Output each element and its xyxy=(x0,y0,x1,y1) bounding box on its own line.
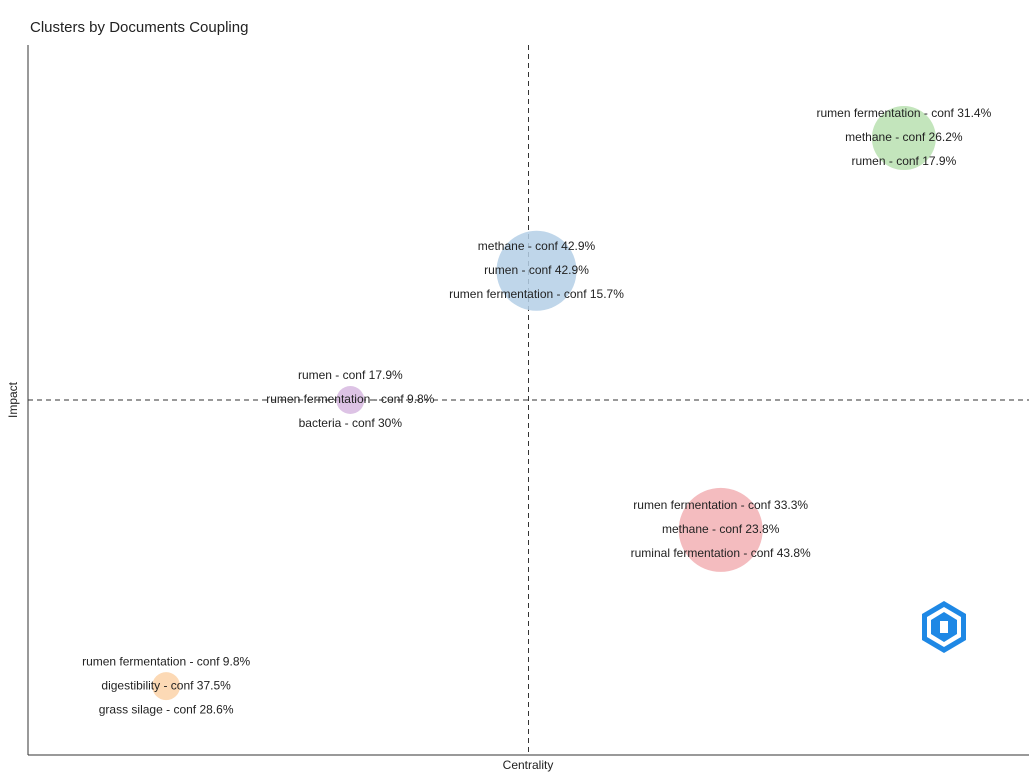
bubble xyxy=(152,672,181,701)
cluster-label: rumen fermentation - conf 33.3% xyxy=(633,498,808,512)
logo xyxy=(922,601,966,653)
cluster-label: ruminal fermentation - conf 43.8% xyxy=(631,546,811,560)
cluster-label: methane - conf 42.9% xyxy=(478,239,596,253)
cluster-label: rumen fermentation - conf 9.8% xyxy=(266,392,434,406)
chart-title: Clusters by Documents Coupling xyxy=(30,19,248,36)
bubble xyxy=(678,487,763,572)
cluster-label: rumen fermentation - conf 15.7% xyxy=(449,287,624,301)
x-axis-label: Centrality xyxy=(503,758,554,772)
cluster-label: rumen - conf 17.9% xyxy=(852,154,957,168)
cluster-label: methane - conf 23.8% xyxy=(662,522,780,536)
y-axis-label: Impact xyxy=(6,381,20,418)
cluster-label: rumen - conf 17.9% xyxy=(298,368,403,382)
cluster-label: bacteria - conf 30% xyxy=(299,416,403,430)
cluster-label: rumen fermentation - conf 31.4% xyxy=(816,106,991,120)
cluster-label: digestibility - conf 37.5% xyxy=(101,678,231,692)
cluster-label: methane - conf 26.2% xyxy=(845,130,963,144)
bubble xyxy=(871,106,936,171)
cluster-label: rumen - conf 42.9% xyxy=(484,263,589,277)
cluster-label: grass silage - conf 28.6% xyxy=(99,702,234,716)
bubble xyxy=(336,386,365,414)
cluster-label: rumen fermentation - conf 9.8% xyxy=(82,654,250,668)
bubble xyxy=(496,230,577,311)
